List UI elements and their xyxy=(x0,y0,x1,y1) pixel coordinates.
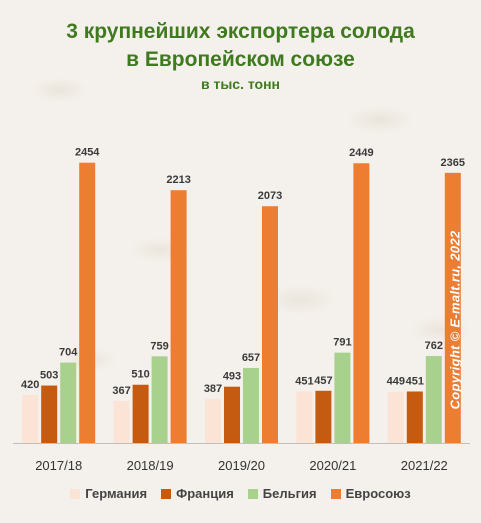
x-tick-label: 2017/18 xyxy=(35,458,82,473)
legend-item: Германия xyxy=(70,486,147,501)
legend-swatch xyxy=(161,488,172,499)
legend-swatch xyxy=(330,488,341,499)
data-label: 2213 xyxy=(166,174,190,186)
data-label: 2365 xyxy=(441,157,465,169)
bar-Франция-2020/21 xyxy=(315,390,332,443)
legend-label: Франция xyxy=(176,486,234,501)
title-block: 3 крупнейших экспортера солода в Европей… xyxy=(0,18,481,92)
bar-Франция-2018/19 xyxy=(132,384,149,443)
data-label: 493 xyxy=(223,371,241,383)
x-tick-label: 2021/22 xyxy=(401,458,448,473)
data-label: 420 xyxy=(21,379,39,391)
bar-Германия-2020/21 xyxy=(296,391,313,443)
legend-label: Евросоюз xyxy=(345,486,411,501)
legend-item: Евросоюз xyxy=(330,486,411,501)
bar-Евросоюз-2019/20 xyxy=(262,206,278,443)
legend: Германия Франция Бельгия Евросоюз xyxy=(0,486,481,501)
legend-swatch xyxy=(247,488,258,499)
data-label: 2454 xyxy=(75,147,100,159)
bar-Франция-2021/22 xyxy=(406,391,423,443)
data-label: 762 xyxy=(425,340,443,352)
legend-label: Германия xyxy=(85,486,148,501)
data-label: 367 xyxy=(112,385,130,397)
data-label: 451 xyxy=(295,375,313,387)
data-label: 759 xyxy=(150,340,168,352)
chart-title: 3 крупнейших экспортера солода в Европей… xyxy=(66,20,415,71)
x-tick-label: 2018/19 xyxy=(127,458,174,473)
bar-Германия-2017/18 xyxy=(22,395,39,443)
legend-item: Бельгия xyxy=(247,486,317,501)
bar-Бельгия-2021/22 xyxy=(425,355,442,443)
data-label: 503 xyxy=(40,370,58,382)
bar-Бельгия-2017/18 xyxy=(60,362,77,443)
bar-Бельгия-2019/20 xyxy=(243,367,259,443)
data-label: 791 xyxy=(333,337,351,349)
data-label: 510 xyxy=(131,369,149,381)
bar-Евросоюз-2018/19 xyxy=(170,190,187,443)
bar-Германия-2019/20 xyxy=(205,398,221,443)
data-label: 451 xyxy=(406,375,424,387)
legend-item: Франция xyxy=(161,486,234,501)
chart-subtitle: в тыс. тонн xyxy=(200,76,280,92)
bar-Германия-2018/19 xyxy=(113,401,130,443)
data-label: 457 xyxy=(314,375,332,387)
data-label: 657 xyxy=(242,352,260,364)
data-label: 2449 xyxy=(349,147,373,159)
x-tick-label: 2020/21 xyxy=(309,458,356,473)
data-label: 449 xyxy=(387,376,405,388)
bar-Германия-2021/22 xyxy=(387,391,404,443)
x-tick-label: 2019/20 xyxy=(218,458,265,473)
bar-Бельгия-2020/21 xyxy=(334,352,351,443)
data-label: 704 xyxy=(59,347,78,359)
data-label: 2073 xyxy=(258,190,282,202)
bar-Бельгия-2018/19 xyxy=(151,356,168,443)
bar-Евросоюз-2020/21 xyxy=(353,163,370,443)
legend-swatch xyxy=(70,488,81,499)
bar-Евросоюз-2017/18 xyxy=(79,162,96,444)
data-label: 387 xyxy=(204,383,222,395)
legend-label: Бельгия xyxy=(262,486,317,501)
bar-Евросоюз-2021/22 xyxy=(444,172,461,443)
copyright-watermark: Copyright © E-malt.ru, 2022 xyxy=(447,230,463,410)
bar-Франция-2017/18 xyxy=(41,385,58,443)
bar-Франция-2019/20 xyxy=(224,386,240,443)
